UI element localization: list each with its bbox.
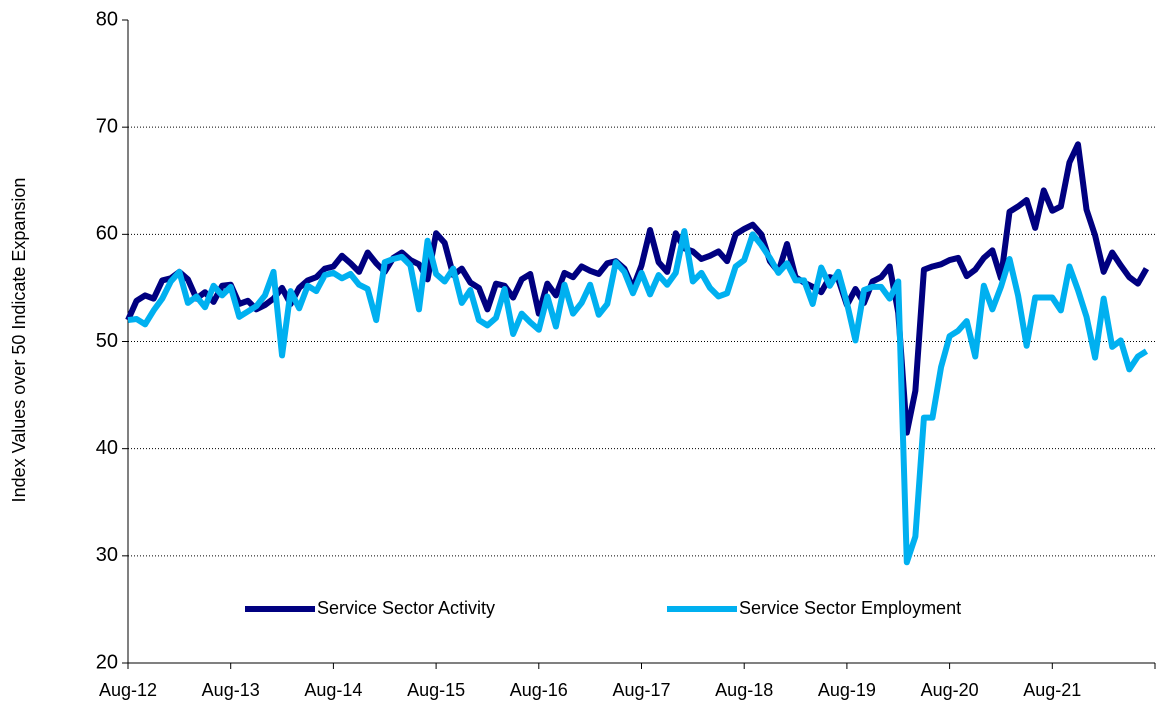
y-tick-label: 30: [96, 544, 118, 566]
x-tick-label: Aug-12: [99, 680, 157, 700]
x-tick-label: Aug-14: [304, 680, 362, 700]
x-tick-label: Aug-13: [202, 680, 260, 700]
y-tick-label: 70: [96, 115, 118, 137]
line: [127, 228, 1149, 566]
x-tick-label: Aug-21: [1023, 680, 1081, 700]
legend-label: Service Sector Activity: [317, 598, 495, 618]
legend-label: Service Sector Employment: [739, 598, 961, 618]
y-tick-label: 60: [96, 223, 118, 245]
x-tick-label: Aug-15: [407, 680, 465, 700]
y-tick-label: 50: [96, 330, 118, 352]
x-tick-label: Aug-17: [612, 680, 670, 700]
x-tick-label: Aug-20: [921, 680, 979, 700]
x-tick-label: Aug-16: [510, 680, 568, 700]
y-tick-label: 80: [96, 8, 118, 30]
y-tick-label: 40: [96, 437, 118, 459]
y-tick-label: 20: [96, 651, 118, 673]
x-tick-label: Aug-18: [715, 680, 773, 700]
x-tick-label: Aug-19: [818, 680, 876, 700]
y-axis-label: Index Values over 50 Indicate Expansion: [9, 178, 29, 503]
